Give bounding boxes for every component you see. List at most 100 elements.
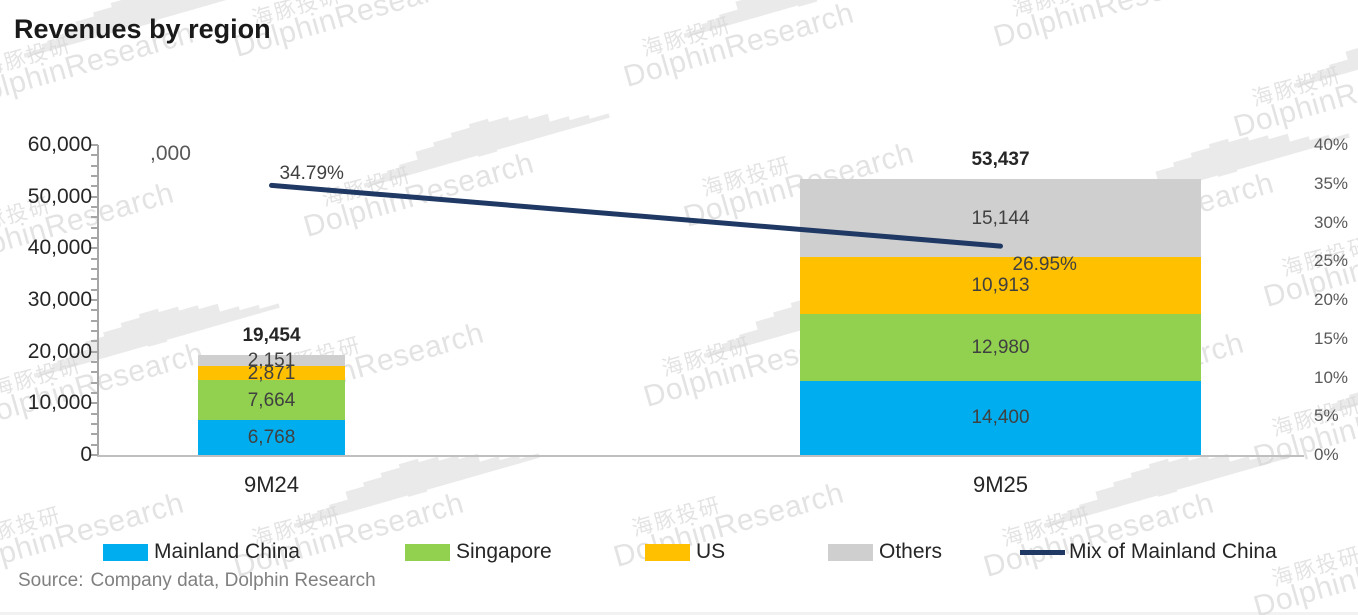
legend-item-mix-of-mainland-china[interactable]: Mix of Mainland China — [1020, 540, 1277, 564]
bar-stack-9m25[interactable]: 14,400 12,980 10,913 15,144 53,437 — [800, 145, 1201, 455]
bar-segment-label: 10,913 — [971, 274, 1030, 296]
y-axis-line — [97, 145, 99, 456]
x-axis-line — [97, 455, 1304, 457]
bar-stack-9m24[interactable]: 6,768 7,664 2,871 2,151 19,454 — [198, 145, 345, 455]
y2-axis-tick-label: 0% — [1314, 445, 1339, 464]
plot-area: 6,768 7,664 2,871 2,151 19,454 14,400 12,980 10… — [97, 145, 1300, 455]
y-axis-tick — [91, 443, 98, 446]
legend-line-marker — [1020, 549, 1065, 555]
legend-item-others[interactable]: Others — [828, 540, 942, 564]
bar-segment-others[interactable]: 15,144 — [800, 178, 1201, 258]
bar-segment-mainland-china[interactable]: 6,768 — [198, 420, 345, 455]
bar-segment-others[interactable]: 2,151 — [198, 351, 345, 370]
y-axis-tick-label: 60,000 — [27, 133, 92, 156]
x-axis-category-label: 9M24 — [243, 472, 300, 497]
page-title: Revenues by region — [14, 14, 271, 44]
legend-item-us[interactable]: US — [645, 540, 725, 564]
y2-axis-tick-label: 25% — [1314, 251, 1349, 271]
bar-segment-label: 2,871 — [247, 362, 296, 384]
y-axis-tick — [91, 423, 98, 425]
y-axis-tick-label: 40,000 — [27, 236, 92, 260]
y-axis-tick — [91, 288, 98, 291]
y-axis-tick — [91, 278, 98, 281]
bar-segment-singapore[interactable]: 12,980 — [800, 313, 1201, 381]
y-axis-tick — [91, 206, 98, 208]
watermark-text-cn: 海豚投研 — [639, 13, 735, 61]
y-axis-secondary: 0% 5% 10% 15% 20% 25% 30% 35% 40% — [1314, 0, 1358, 615]
chart-legend: Mainland China Singapore US Others Mix of Ma… — [0, 538, 1358, 570]
watermark-text: DolphinResearch — [990, 0, 1228, 54]
y-axis-tick — [91, 412, 98, 415]
y-axis-tick — [91, 226, 98, 229]
y-axis-tick — [91, 154, 98, 157]
y2-axis-tick-label: 30% — [1314, 212, 1349, 232]
legend-color-swatch — [828, 543, 873, 561]
y-axis-tick — [91, 237, 98, 239]
y-axis-tick — [91, 361, 98, 363]
y-axis-tick — [91, 392, 98, 394]
y-axis-tick-label: 50,000 — [27, 184, 92, 208]
y-axis-tick — [91, 268, 98, 270]
mix-line-point-label: 26.95% — [1012, 254, 1077, 276]
y-axis-tick — [91, 216, 98, 219]
y2-axis-tick-label: 35% — [1314, 173, 1349, 193]
y-axis-tick — [91, 454, 98, 456]
y-axis-tick — [91, 144, 98, 146]
y-axis-tick — [91, 309, 98, 312]
legend-label: Others — [879, 540, 943, 563]
y-axis-tick — [91, 257, 98, 260]
bar-segment-label: 7,664 — [247, 389, 296, 411]
bar-segment-label: 12,980 — [971, 336, 1030, 358]
y-axis-tick-label: 0 — [80, 443, 92, 466]
bar-segment-label: 14,400 — [971, 407, 1030, 429]
watermark-text: DolphinResearch — [620, 0, 858, 94]
y2-axis-tick-label: 20% — [1314, 290, 1349, 309]
watermark-logo-icon: ▁▂▃▅▆▇█▇▆▅▃▂▁ — [676, 0, 928, 38]
y-axis-tick-label: 20,000 — [27, 339, 92, 363]
bar-segment-singapore[interactable]: 7,664 — [198, 380, 345, 421]
y-axis-tick — [91, 330, 98, 332]
y-axis-tick-label: 10,000 — [27, 391, 92, 415]
legend-label: Singapore — [456, 540, 552, 563]
y2-axis-tick-label: 10% — [1314, 367, 1349, 387]
bar-segment-us[interactable]: 10,913 — [800, 257, 1201, 314]
y-axis-tick — [91, 247, 98, 250]
y2-axis-tick-label: 15% — [1314, 328, 1349, 348]
y-axis-tick — [91, 319, 98, 322]
y2-axis-tick-label: 5% — [1314, 406, 1339, 426]
legend-color-swatch — [103, 543, 148, 561]
bar-segment-label: 6,768 — [247, 427, 296, 449]
y-axis-tick — [91, 350, 98, 353]
y-axis-tick — [91, 381, 98, 384]
mix-line-point-label: 34.79% — [279, 163, 344, 185]
legend-label: Mainland China — [154, 540, 300, 563]
bar-segment-us[interactable]: 2,871 — [198, 362, 345, 384]
y-axis-tick-label: 30,000 — [27, 288, 92, 311]
units-label: ,000 — [150, 142, 191, 165]
watermark-text-cn: 海豚投研 — [629, 493, 725, 541]
y-axis-tick — [91, 185, 98, 188]
y-axis-primary: 0 10,000 20,000 30,000 40,000 50,000 60,000 — [0, 0, 92, 615]
source-label: Source: — [18, 570, 84, 591]
bar-segment-label: 2,151 — [247, 349, 296, 371]
y2-axis-tick-label: 40% — [1314, 135, 1349, 154]
x-axis-category-label: 9M25 — [972, 472, 1029, 497]
source-note: Source: Company data, Dolphin Research — [18, 570, 376, 592]
bottom-rule — [0, 612, 1358, 615]
legend-label: US — [696, 540, 726, 563]
y-axis-tick — [91, 402, 98, 405]
legend-color-swatch — [645, 543, 690, 561]
bar-total-label: 19,454 — [242, 324, 301, 346]
y-axis-tick — [91, 340, 98, 343]
legend-item-mainland-china[interactable]: Mainland China — [103, 540, 300, 564]
legend-label: Mix of Mainland China — [1069, 540, 1277, 563]
bar-segment-mainland-china[interactable]: 14,400 — [800, 380, 1201, 455]
legend-item-singapore[interactable]: Singapore — [405, 540, 552, 564]
bar-total-label: 53,437 — [971, 148, 1030, 170]
watermark-text-cn: 海豚投研 — [1008, 0, 1105, 23]
legend-color-swatch — [405, 543, 450, 561]
y-axis-tick — [91, 433, 98, 436]
y-axis-tick — [91, 299, 98, 301]
y-axis-tick — [91, 195, 98, 198]
